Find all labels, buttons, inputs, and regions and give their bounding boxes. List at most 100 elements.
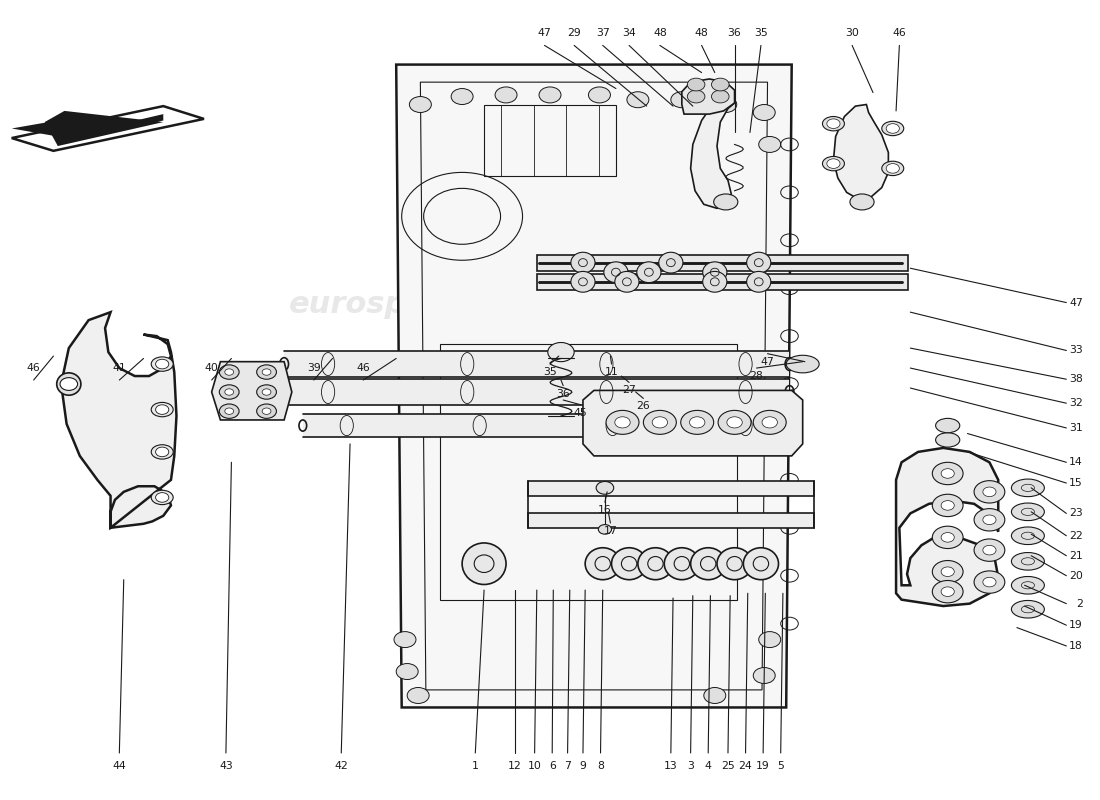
Bar: [537, 274, 909, 290]
Text: 2: 2: [1076, 598, 1082, 609]
Circle shape: [155, 493, 168, 502]
Text: 47: 47: [538, 28, 551, 38]
Text: 33: 33: [1069, 346, 1082, 355]
Circle shape: [256, 404, 276, 418]
Ellipse shape: [882, 162, 904, 175]
Circle shape: [262, 408, 271, 414]
Circle shape: [975, 509, 1004, 531]
Ellipse shape: [703, 271, 727, 292]
Circle shape: [539, 87, 561, 103]
Text: 12: 12: [508, 761, 521, 770]
Text: 19: 19: [1069, 620, 1082, 630]
Text: 39: 39: [307, 363, 321, 373]
Circle shape: [942, 469, 955, 478]
Circle shape: [688, 78, 705, 91]
Ellipse shape: [717, 548, 752, 580]
Circle shape: [933, 526, 964, 549]
Text: 4: 4: [705, 761, 712, 770]
Circle shape: [754, 667, 776, 683]
Circle shape: [933, 462, 964, 485]
Text: 1: 1: [472, 761, 478, 770]
Ellipse shape: [637, 262, 661, 282]
Text: 42: 42: [334, 761, 348, 770]
Circle shape: [256, 385, 276, 399]
Circle shape: [598, 525, 612, 534]
Text: 25: 25: [722, 761, 735, 770]
Circle shape: [451, 89, 473, 105]
Circle shape: [262, 389, 271, 395]
Circle shape: [933, 494, 964, 517]
Circle shape: [407, 687, 429, 703]
Circle shape: [827, 119, 840, 129]
Text: 3: 3: [688, 761, 694, 770]
Circle shape: [60, 378, 78, 390]
Text: 19: 19: [757, 761, 770, 770]
Text: 37: 37: [596, 28, 609, 38]
Polygon shape: [62, 114, 163, 145]
Circle shape: [219, 365, 239, 379]
Text: 40: 40: [205, 363, 219, 373]
Text: 15: 15: [1069, 478, 1082, 488]
Text: 36: 36: [728, 28, 741, 38]
Circle shape: [671, 92, 693, 108]
Ellipse shape: [691, 548, 726, 580]
Circle shape: [762, 417, 778, 428]
Circle shape: [688, 90, 705, 103]
Circle shape: [983, 578, 996, 587]
Circle shape: [727, 417, 742, 428]
Text: 28: 28: [750, 371, 763, 381]
Circle shape: [827, 159, 840, 169]
Circle shape: [754, 105, 776, 121]
Circle shape: [495, 87, 517, 103]
Text: 14: 14: [1069, 458, 1082, 467]
Circle shape: [933, 581, 964, 603]
Circle shape: [975, 481, 1004, 503]
Polygon shape: [583, 390, 803, 456]
Ellipse shape: [747, 252, 771, 273]
Bar: [528, 482, 814, 496]
Circle shape: [975, 539, 1004, 562]
Circle shape: [690, 417, 705, 428]
Polygon shape: [396, 65, 792, 707]
Ellipse shape: [57, 373, 81, 395]
Circle shape: [396, 663, 418, 679]
Ellipse shape: [151, 357, 173, 371]
Text: 5: 5: [778, 761, 784, 770]
Circle shape: [704, 687, 726, 703]
Circle shape: [942, 501, 955, 510]
Circle shape: [759, 137, 781, 153]
Ellipse shape: [1011, 577, 1044, 594]
Polygon shape: [12, 106, 203, 151]
Ellipse shape: [850, 194, 875, 210]
Text: 16: 16: [598, 506, 612, 515]
Bar: [528, 514, 814, 528]
Ellipse shape: [1011, 601, 1044, 618]
Text: 29: 29: [568, 28, 581, 38]
Circle shape: [975, 571, 1004, 594]
Text: 7: 7: [564, 761, 571, 770]
Text: 8: 8: [597, 761, 604, 770]
Circle shape: [942, 533, 955, 542]
Circle shape: [224, 369, 233, 375]
Text: 31: 31: [1069, 423, 1082, 433]
Polygon shape: [896, 448, 998, 606]
Text: 27: 27: [623, 386, 636, 395]
Circle shape: [754, 410, 786, 434]
Circle shape: [644, 410, 676, 434]
Ellipse shape: [462, 543, 506, 585]
Ellipse shape: [604, 262, 628, 282]
Text: 18: 18: [1069, 641, 1082, 651]
Circle shape: [983, 515, 996, 525]
Ellipse shape: [936, 433, 960, 447]
Text: 23: 23: [1069, 509, 1082, 518]
Text: 34: 34: [623, 28, 636, 38]
Ellipse shape: [664, 548, 700, 580]
Circle shape: [155, 447, 168, 457]
Circle shape: [942, 567, 955, 577]
Text: 11: 11: [605, 367, 618, 377]
Text: eurospares: eurospares: [431, 585, 625, 614]
Text: 9: 9: [580, 761, 586, 770]
Text: 10: 10: [528, 761, 541, 770]
Circle shape: [712, 90, 729, 103]
Ellipse shape: [151, 402, 173, 417]
